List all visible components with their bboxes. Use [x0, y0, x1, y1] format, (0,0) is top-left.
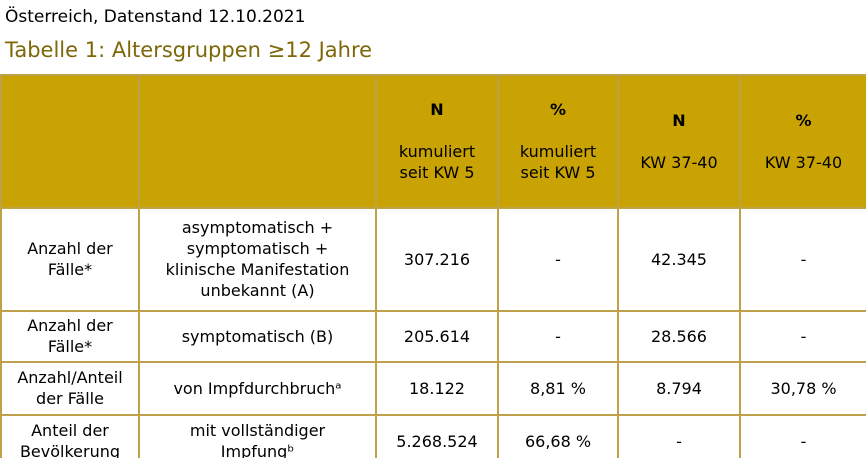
header-main-label: %	[795, 110, 812, 130]
cell-pct-kw3740: 30,78 %	[739, 360, 866, 416]
cell-n-kw3740: 42.345	[617, 206, 741, 312]
cell-pct-kw3740: -	[739, 413, 866, 458]
header-cell-pct-kw3740: % KW 37-40	[739, 74, 866, 209]
datenstand-line: Österreich, Datenstand 12.10.2021	[5, 7, 306, 27]
table-row: Anzahl/Anteil der Fälle von Impfdurchbru…	[0, 360, 866, 416]
header-main-label: N	[672, 110, 686, 130]
cell-pct-kumuliert: 66,68 %	[497, 413, 619, 458]
row-description: asymptomatisch + symptomatisch + klinisc…	[138, 206, 377, 312]
cell-n-kumuliert: 18.122	[375, 360, 499, 416]
row-label: Anzahl der Fälle*	[0, 206, 140, 312]
row-label: Anteil der Bevölkerung	[0, 413, 140, 458]
row-description: von Impfdurchbruchᵃ	[138, 360, 377, 416]
header-cell-rowgroup	[0, 74, 140, 209]
cell-pct-kumuliert: -	[497, 309, 619, 363]
cell-n-kumuliert: 307.216	[375, 206, 499, 312]
header-sub-label: KW 37-40	[764, 152, 843, 172]
table-row: Anteil der Bevölkerung mit vollständiger…	[0, 413, 866, 458]
header-sub-label: kumuliert seit KW 5	[398, 142, 476, 183]
cell-n-kw3740: -	[617, 413, 741, 458]
cell-n-kumuliert: 205.614	[375, 309, 499, 363]
header-cell-n-kumuliert: N kumuliert seit KW 5	[375, 74, 499, 209]
header-row: N kumuliert seit KW 5 % kumuliert seit K…	[0, 74, 866, 209]
table-title: Tabelle 1: Altersgruppen ≥12 Jahre	[5, 38, 373, 62]
cell-n-kumuliert: 5.268.524	[375, 413, 499, 458]
cell-pct-kumuliert: 8,81 %	[497, 360, 619, 416]
row-label: Anzahl der Fälle*	[0, 309, 140, 363]
header-main-label: %	[549, 100, 567, 120]
row-label: Anzahl/Anteil der Fälle	[0, 360, 140, 416]
header-sub-label: KW 37-40	[640, 152, 718, 172]
table-row: Anzahl der Fälle* asymptomatisch + sympt…	[0, 206, 866, 312]
cell-pct-kw3740: -	[739, 309, 866, 363]
table-row: Anzahl der Fälle* symptomatisch (B) 205.…	[0, 309, 866, 363]
header-cell-category	[138, 74, 377, 209]
header-cell-pct-kumuliert: % kumuliert seit KW 5	[497, 74, 619, 209]
row-description: mit vollständiger Impfungᵇ	[138, 413, 377, 458]
altersgruppen-table: N kumuliert seit KW 5 % kumuliert seit K…	[0, 74, 866, 458]
cell-n-kw3740: 8.794	[617, 360, 741, 416]
header-main-label: N	[430, 100, 444, 120]
cell-n-kw3740: 28.566	[617, 309, 741, 363]
header-sub-label: kumuliert seit KW 5	[519, 142, 597, 183]
header-cell-n-kw3740: N KW 37-40	[617, 74, 741, 209]
row-description: symptomatisch (B)	[138, 309, 377, 363]
cell-pct-kw3740: -	[739, 206, 866, 312]
cell-pct-kumuliert: -	[497, 206, 619, 312]
